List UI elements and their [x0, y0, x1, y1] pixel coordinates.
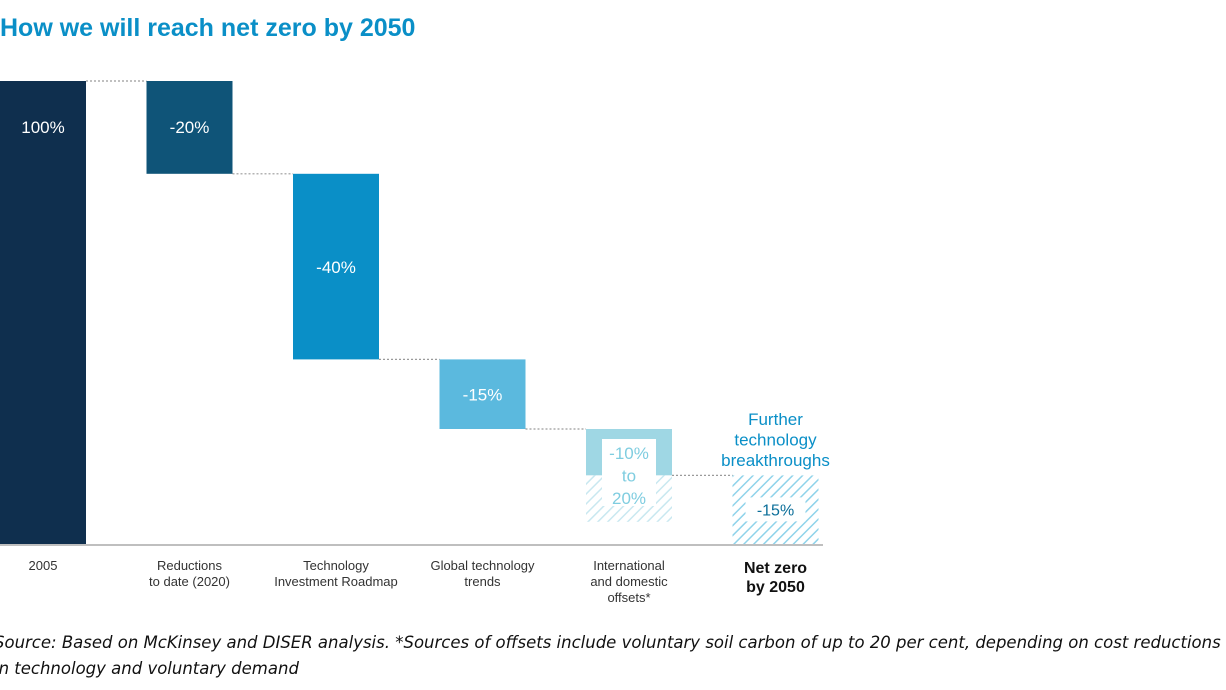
- value-label-5-0: -15%: [757, 502, 794, 519]
- annotation-line-2: breakthroughs: [721, 451, 830, 470]
- bar-0: [0, 81, 86, 545]
- category-label-0-0: 2005: [29, 558, 58, 573]
- value-label-4-1: to: [622, 467, 636, 486]
- category-label-2-1: Investment Roadmap: [274, 574, 398, 589]
- value-label-4-0: -10%: [609, 444, 649, 463]
- value-label-1-0: -20%: [170, 118, 210, 137]
- value-label-4-2: 20%: [612, 489, 646, 508]
- category-label-3-0: Global technology: [430, 558, 535, 573]
- waterfall-chart: 100% -20% -40% -15% -10% to 20% -15% 2005 Reduct…: [0, 80, 830, 605]
- bars: [0, 81, 819, 545]
- value-labels: 100% -20% -40% -15% -10% to 20% -15%: [21, 118, 794, 519]
- bar-3: [439, 359, 526, 429]
- category-label-4-0: International: [593, 558, 665, 573]
- category-label-3-1: trends: [464, 574, 501, 589]
- bar-1: [146, 81, 233, 174]
- chart-title: How we will reach net zero by 2050: [0, 14, 416, 42]
- category-label-4-2: offsets*: [607, 590, 650, 605]
- annotation-line-0: Further: [748, 410, 803, 429]
- annotation-line-1: technology: [734, 431, 817, 450]
- category-label-5-1: by 2050: [746, 579, 805, 596]
- category-label-1-1: to date (2020): [149, 574, 230, 589]
- bar-5-label-box: [745, 497, 806, 522]
- bar-4-label-box: [602, 439, 656, 506]
- source-note: Source: Based on McKinsey and DISER anal…: [0, 633, 1221, 678]
- bar-2: [293, 173, 379, 360]
- category-label-2-0: Technology: [303, 558, 369, 573]
- category-label-1-0: Reductions: [157, 558, 223, 573]
- value-label-3-0: -15%: [463, 385, 503, 404]
- category-label-4-1: and domestic: [590, 574, 668, 589]
- category-label-5-0: Net zero: [744, 560, 807, 577]
- value-label-0-0: 100%: [21, 118, 64, 137]
- value-label-2-0: -40%: [316, 258, 356, 277]
